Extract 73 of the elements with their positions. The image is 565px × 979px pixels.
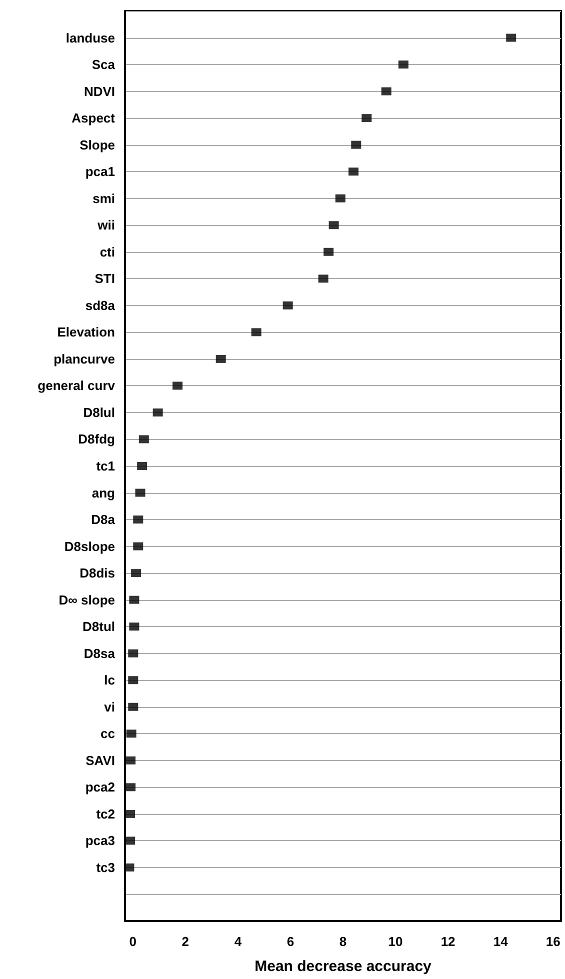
point <box>124 836 135 845</box>
point <box>137 462 148 470</box>
point <box>126 730 136 738</box>
point <box>282 301 293 310</box>
point <box>128 676 138 684</box>
x-tick-label: 10 <box>388 934 403 949</box>
point <box>126 783 136 792</box>
point <box>131 569 142 578</box>
x-tick-label: 2 <box>182 934 190 949</box>
y-tick-label: sd8a <box>85 298 116 313</box>
point <box>324 248 334 256</box>
y-tick-label: tc3 <box>96 860 115 875</box>
point <box>133 542 144 550</box>
y-tick-label: ang <box>92 485 116 500</box>
point <box>172 382 183 390</box>
y-tick-label: STI <box>94 271 115 286</box>
y-tick-label: Slope <box>80 137 115 152</box>
point <box>348 168 359 176</box>
point <box>129 596 140 604</box>
point <box>126 756 136 764</box>
point <box>328 221 339 230</box>
point <box>133 516 144 524</box>
x-tick-label: 6 <box>286 934 294 949</box>
point <box>398 60 408 69</box>
point <box>381 87 392 96</box>
x-axis-title: Mean decrease accuracy <box>254 958 432 975</box>
y-tick-label: pca2 <box>85 780 115 795</box>
y-tick-label: SAVI <box>86 752 115 768</box>
point <box>138 435 149 444</box>
point <box>506 34 516 42</box>
x-tick-label: 16 <box>546 934 560 949</box>
point <box>135 488 146 497</box>
y-tick-label: D8fdg <box>78 432 116 447</box>
point <box>216 354 226 363</box>
x-tick-label: 12 <box>440 934 456 949</box>
point <box>335 194 346 202</box>
y-tick-label: NDVI <box>84 84 115 99</box>
point <box>351 140 362 149</box>
y-tick-label: D∞ slope <box>58 592 115 608</box>
point <box>362 114 372 122</box>
x-tick-label: 14 <box>493 934 509 949</box>
point <box>251 328 262 336</box>
point <box>152 408 163 416</box>
y-tick-label: cc <box>100 726 115 742</box>
y-tick-label: D8tul <box>82 619 115 634</box>
y-tick-label: cti <box>100 244 115 260</box>
y-tick-label: pca1 <box>85 164 115 180</box>
point <box>124 810 135 818</box>
y-tick-label: D8dis <box>80 566 115 581</box>
point <box>128 649 138 658</box>
y-tick-label: D8a <box>91 512 116 528</box>
y-tick-label: Aspect <box>72 110 116 126</box>
y-tick-label: landuse <box>66 30 115 46</box>
point <box>128 702 138 711</box>
x-tick-label: 8 <box>339 934 347 949</box>
y-tick-label: D8slope <box>64 538 115 554</box>
y-tick-label: plancurve <box>54 351 115 366</box>
y-tick-label: tc1 <box>96 458 115 474</box>
x-tick-label: 4 <box>234 934 242 949</box>
y-tick-label: pca3 <box>85 833 115 848</box>
y-tick-label: wii <box>96 218 115 233</box>
y-tick-label: smi <box>92 190 115 206</box>
y-tick-label: Elevation <box>57 324 116 340</box>
x-tick-label: 0 <box>129 934 136 949</box>
y-tick-label: general curv <box>38 378 116 394</box>
point <box>318 274 328 283</box>
y-tick-label: tc2 <box>96 806 115 822</box>
y-tick-label: D8sa <box>84 646 116 661</box>
point <box>129 622 140 631</box>
y-tick-label: D8lul <box>83 404 115 420</box>
y-tick-label: Sca <box>92 57 116 72</box>
y-tick-label: lc <box>104 672 115 688</box>
y-tick-label: vi <box>104 699 115 714</box>
